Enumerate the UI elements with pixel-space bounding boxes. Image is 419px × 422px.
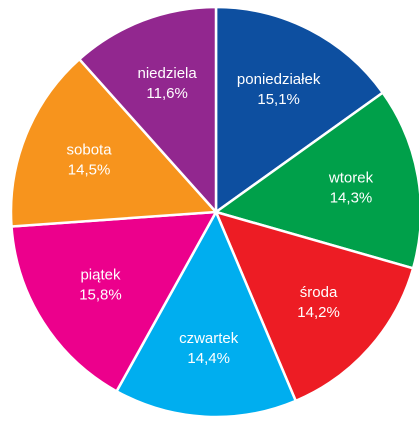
slice-label: czwartek bbox=[179, 330, 239, 347]
slice-value-label: 11,6% bbox=[146, 85, 187, 102]
slice-value-label: 15,8% bbox=[79, 287, 122, 304]
pie-slice bbox=[114, 209, 298, 419]
slice-label: wtorek bbox=[328, 170, 374, 187]
slice-label: sobota bbox=[67, 141, 113, 158]
slice-value-label: 14,3% bbox=[330, 190, 373, 207]
slice-label: piątek bbox=[80, 267, 121, 284]
pie-slice bbox=[77, 5, 218, 216]
slice-value-label: 15,1% bbox=[257, 91, 300, 108]
slice-value-label: 14,4% bbox=[187, 350, 230, 367]
pie-slice bbox=[9, 57, 219, 228]
pie-slice bbox=[213, 210, 415, 403]
slice-value-label: 14,5% bbox=[68, 161, 111, 178]
slice-label: poniedziałek bbox=[237, 71, 321, 88]
pie-slice bbox=[213, 90, 419, 270]
slice-label: niedziela bbox=[138, 65, 198, 82]
slice-label: środa bbox=[300, 284, 338, 301]
pie-slice bbox=[214, 5, 385, 215]
slice-value-label: 14,2% bbox=[297, 304, 340, 321]
pie-slice bbox=[10, 210, 219, 393]
